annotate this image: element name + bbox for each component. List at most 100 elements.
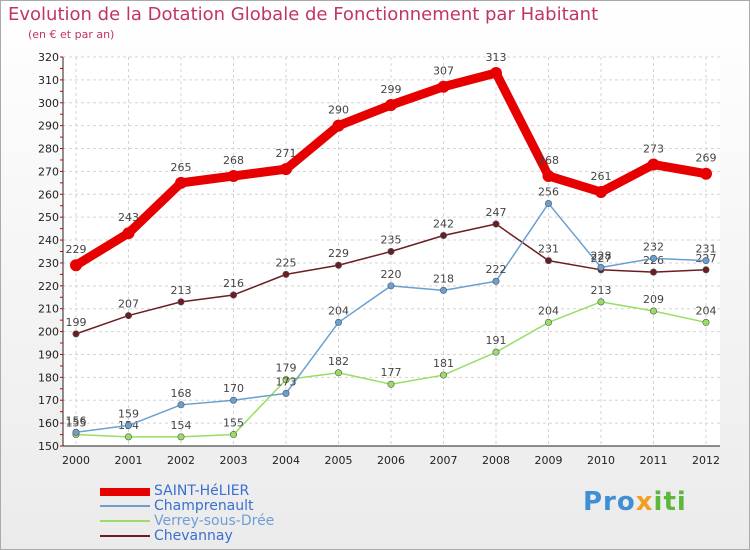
data-label: 290: [328, 104, 349, 117]
data-label: 155: [66, 417, 87, 430]
logo-part-2: x: [635, 487, 654, 517]
data-label: 182: [328, 355, 349, 368]
data-label: 154: [171, 419, 192, 432]
data-point: [542, 169, 555, 182]
x-tick-label: 2001: [115, 454, 143, 467]
data-point: [490, 67, 502, 80]
data-point: [70, 259, 82, 272]
data-point: [332, 119, 345, 132]
data-label: 228: [591, 250, 612, 263]
data-point: [492, 277, 500, 285]
y-tick-label: 240: [38, 234, 59, 247]
data-label: 268: [538, 154, 559, 167]
x-tick-label: 2002: [167, 454, 195, 467]
data-label: 199: [66, 316, 87, 329]
data-label: 204: [328, 304, 349, 317]
y-tick-label: 190: [38, 348, 59, 361]
data-point: [122, 227, 135, 240]
data-label: 156: [66, 414, 87, 427]
legend-swatch: [100, 520, 150, 522]
data-point: [125, 312, 133, 320]
data-label: 173: [276, 375, 297, 388]
data-point: [437, 80, 450, 93]
data-label: 232: [643, 240, 664, 253]
proxiti-logo: Proxiti: [583, 487, 687, 517]
data-label: 268: [223, 154, 244, 167]
data-point: [282, 389, 290, 397]
logo-part-1: Pro: [583, 487, 636, 517]
y-tick-label: 300: [38, 97, 59, 110]
x-tick-label: 2006: [377, 454, 405, 467]
data-point: [385, 99, 397, 112]
data-point: [649, 254, 657, 262]
data-label: 204: [538, 304, 559, 317]
legend-label: Chevannay: [154, 528, 233, 544]
y-tick-label: 160: [38, 417, 59, 430]
data-point: [492, 220, 500, 228]
x-tick-label: 2000: [62, 454, 90, 467]
y-tick-label: 150: [38, 440, 59, 453]
data-label: 181: [433, 357, 454, 370]
data-point: [334, 261, 342, 269]
y-tick-label: 270: [38, 165, 59, 178]
x-tick-label: 2003: [220, 454, 248, 467]
data-point: [280, 163, 292, 176]
y-tick-label: 320: [38, 51, 59, 64]
legend-swatch: [100, 535, 150, 537]
data-label: 216: [223, 277, 244, 290]
legend-swatch: [100, 505, 150, 507]
y-tick-label: 180: [38, 371, 59, 384]
data-label: 307: [433, 65, 454, 78]
legend-label: Verrey-sous-Drée: [154, 513, 275, 529]
data-point: [72, 428, 80, 436]
data-point: [227, 169, 240, 182]
data-point: [649, 268, 657, 276]
y-tick-label: 200: [38, 326, 59, 339]
chart-title: Evolution de la Dotation Globale de Fonc…: [8, 4, 599, 25]
data-point: [177, 298, 185, 306]
data-point: [177, 433, 185, 441]
data-point: [544, 199, 552, 207]
data-point: [702, 257, 710, 265]
data-label: 299: [381, 83, 402, 96]
data-point: [597, 264, 605, 272]
data-point: [282, 270, 290, 278]
data-label: 242: [433, 217, 454, 230]
data-label: 269: [696, 152, 717, 165]
data-label: 261: [591, 170, 612, 183]
data-label: 247: [486, 206, 507, 219]
y-tick-label: 280: [38, 143, 59, 156]
y-tick-label: 210: [38, 303, 59, 316]
x-tick-label: 2004: [272, 454, 300, 467]
data-point: [700, 167, 712, 180]
legend-label: Champrenault: [154, 498, 254, 514]
x-tick-label: 2012: [692, 454, 720, 467]
data-point: [544, 318, 552, 326]
y-tick-label: 290: [38, 120, 59, 133]
y-tick-label: 170: [38, 394, 59, 407]
y-tick-label: 220: [38, 280, 59, 293]
data-point: [230, 396, 238, 404]
data-point: [492, 348, 500, 356]
data-label: 159: [118, 407, 139, 420]
data-label: 313: [486, 51, 507, 64]
legend-label: SAINT-HéLIER: [154, 483, 250, 499]
y-tick-label: 260: [38, 188, 59, 201]
data-point: [702, 318, 710, 326]
data-point: [282, 376, 290, 384]
data-label: 229: [328, 247, 349, 260]
data-label: 168: [171, 387, 192, 400]
data-point: [702, 266, 710, 274]
data-point: [595, 186, 607, 199]
data-point: [177, 401, 185, 409]
data-label: 218: [433, 272, 454, 285]
chart-subtitle: (en € et par an): [28, 28, 115, 41]
data-point: [649, 307, 657, 315]
data-point: [387, 248, 395, 256]
data-point: [230, 431, 238, 439]
data-point: [387, 282, 395, 290]
data-point: [387, 380, 395, 388]
data-point: [72, 330, 80, 338]
y-tick-label: 230: [38, 257, 59, 270]
